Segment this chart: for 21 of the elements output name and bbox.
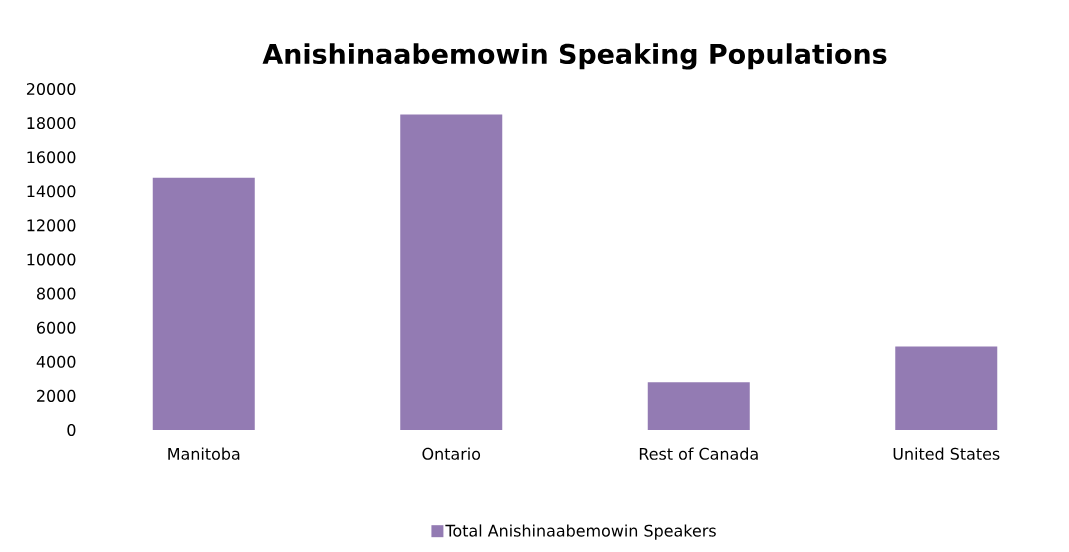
y-tick-label: 14000 [27, 185, 76, 198]
y-tick-label: 20000 [26, 82, 76, 96]
y-tick-label: 2000 [37, 389, 76, 402]
x-tick-label: Rest of Canada [639, 447, 758, 460]
x-tick-label: Manitoba [168, 447, 240, 460]
legend-label: Total Anishinaabemowin Speakers [445, 524, 716, 540]
y-tick-label: 4000 [36, 355, 76, 368]
bar [647, 382, 750, 430]
bar [152, 177, 255, 430]
bar [400, 114, 503, 430]
y-tick-label: 0 [67, 423, 76, 437]
y-tick-label: 12000 [27, 219, 76, 232]
x-tick-label: United States [893, 447, 1000, 460]
chart-title: Anishinaabemowin Speaking Populations [262, 43, 887, 70]
y-tick-label: 8000 [36, 287, 76, 300]
y-tick-label: 16000 [27, 151, 76, 164]
y-tick-label: 18000 [27, 117, 76, 130]
y-tick-label: 6000 [37, 321, 76, 334]
bar [895, 346, 998, 430]
x-tick-label: Ontario [422, 447, 481, 460]
y-tick-label: 10000 [27, 253, 76, 266]
